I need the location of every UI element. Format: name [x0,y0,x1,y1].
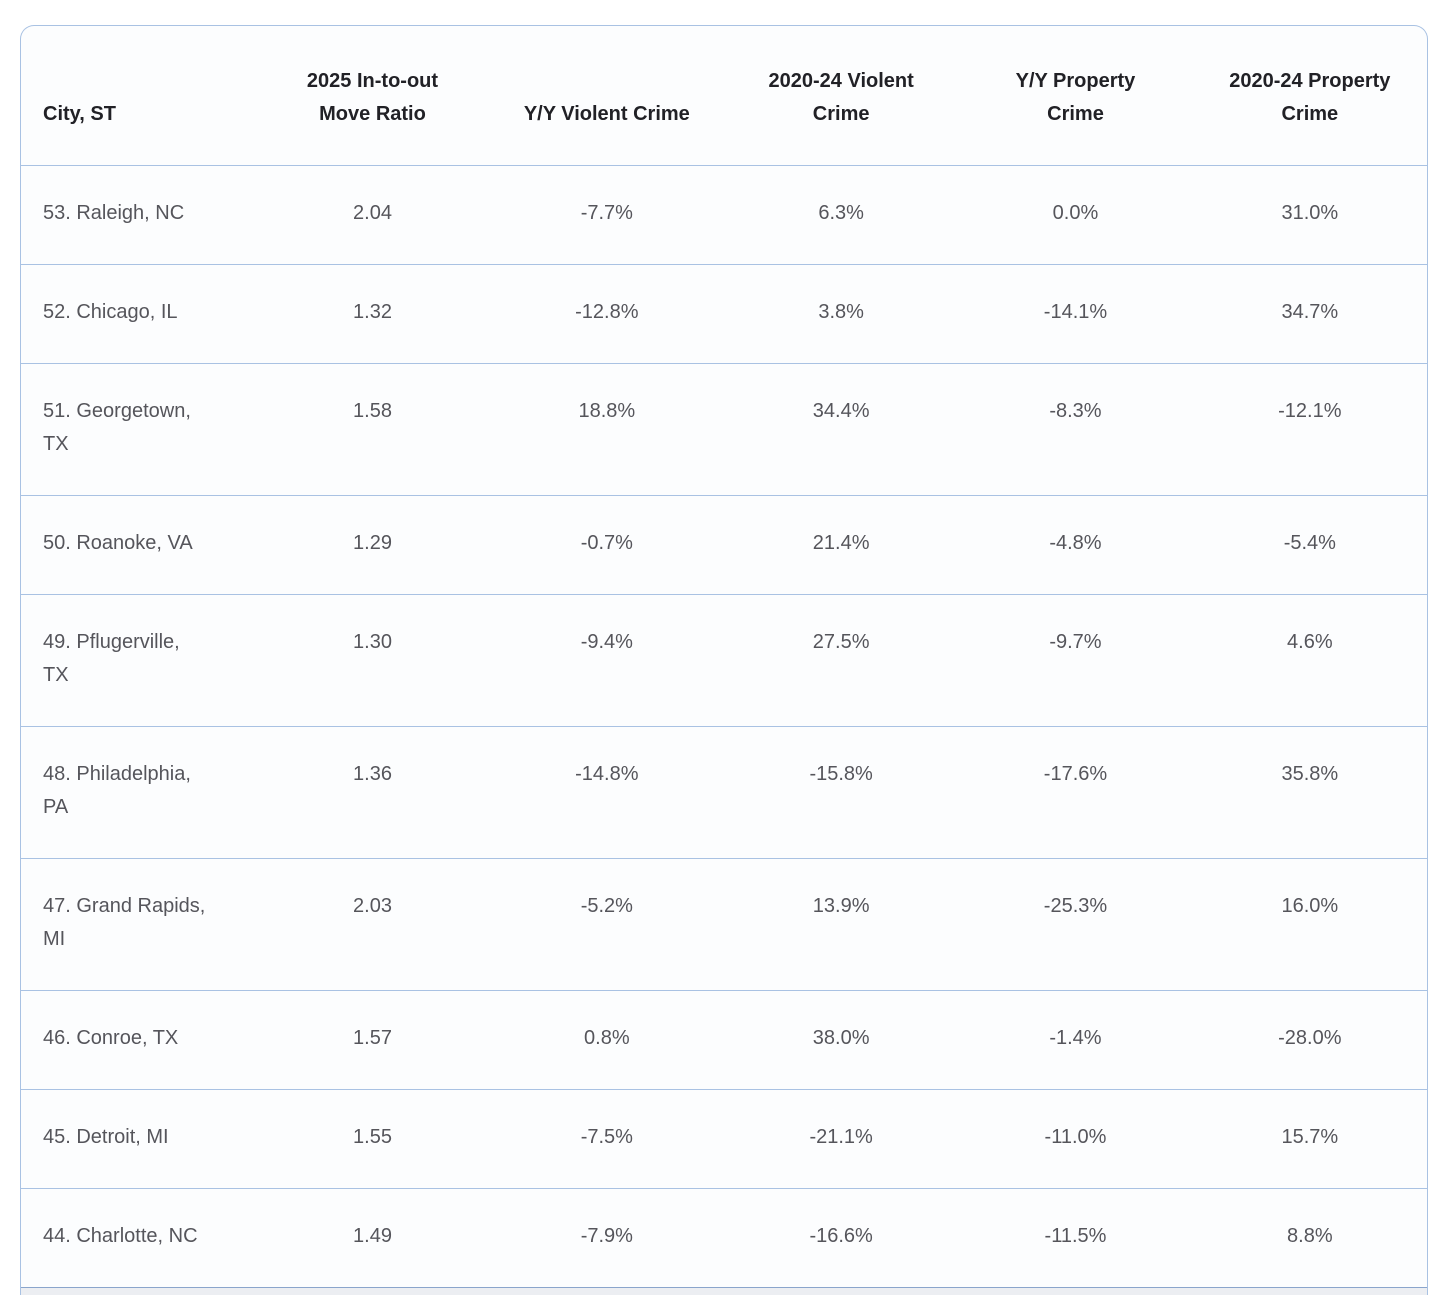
yy-violent-crime-cell: -7.9% [489,1187,724,1287]
violent-crime-2020-24-cell: -15.8% [723,725,959,858]
table-body: 53. Raleigh, NC 2.04 -7.7% 6.3% 0.0% 31.0% 52.… [21,164,1427,1287]
move-ratio-cell: 1.57 [255,989,490,1089]
yy-violent-crime-cell: -7.5% [489,1088,724,1188]
col-header-yy-violent-crime: Y/Y Violent Crime [523,102,690,125]
move-ratio-cell: 1.58 [255,362,490,495]
table-header: City, ST 2025 In-to-out Move Ratio Y/Y V… [21,26,1427,165]
yy-violent-crime-cell: -0.7% [489,494,724,594]
property-crime-2020-24-cell: 34.7% [1192,263,1427,363]
table-row: 53. Raleigh, NC 2.04 -7.7% 6.3% 0.0% 31.0% [21,164,1427,264]
property-crime-2020-24-cell: 31.0% [1192,164,1427,264]
table-row: 50. Roanoke, VA 1.29 -0.7% 21.4% -4.8% -5.4% [21,494,1427,594]
yy-violent-crime-cell: -9.4% [489,593,724,726]
city-cell: 47. Grand Rapids, MI [21,857,256,990]
yy-violent-crime-cell: 18.8% [489,362,724,495]
move-ratio-cell: 1.32 [255,263,490,363]
property-crime-2020-24-cell: -5.4% [1192,494,1427,594]
table-row: 52. Chicago, IL 1.32 -12.8% 3.8% -14.1% 34.7% [21,263,1427,363]
table-row: 49. Pflugerville, TX 1.30 -9.4% 27.5% -9.7% 4… [21,593,1427,726]
property-crime-2020-24-cell: -12.1% [1192,362,1427,495]
property-crime-2020-24-cell: 4.6% [1192,593,1427,726]
yy-property-crime-cell: -25.3% [958,857,1193,990]
yy-violent-crime-cell: -7.7% [489,164,724,264]
table-row: 47. Grand Rapids, MI 2.03 -5.2% 13.9% -25.3%… [21,857,1427,990]
yy-property-crime-cell: -14.1% [958,263,1193,363]
col-header-property-crime-2020-24: 2020-24 Property Crime [1229,69,1391,125]
property-crime-2020-24-cell: 8.8% [1192,1187,1427,1287]
move-ratio-cell: 1.29 [255,494,490,594]
yy-property-crime-cell: -17.6% [958,725,1193,858]
move-ratio-cell: 1.36 [255,725,490,858]
col-header-move-ratio: 2025 In-to-out Move Ratio [306,69,439,125]
yy-property-crime-cell: -11.0% [958,1088,1193,1188]
table-row: 44. Charlotte, NC 1.49 -7.9% -16.6% -11.5% 8.… [21,1187,1427,1287]
violent-crime-2020-24-cell: 27.5% [723,593,959,726]
city-cell: 44. Charlotte, NC [21,1187,256,1287]
table-row: 46. Conroe, TX 1.57 0.8% 38.0% -1.4% -28.0% [21,989,1427,1089]
property-crime-2020-24-cell: 15.7% [1192,1088,1427,1188]
city-cell: 45. Detroit, MI [21,1088,256,1188]
violent-crime-2020-24-cell: 34.4% [723,362,959,495]
city-cell: 46. Conroe, TX [21,989,256,1089]
col-header-city: City, ST [43,102,116,125]
yy-violent-crime-cell: -5.2% [489,857,724,990]
city-cell: 52. Chicago, IL [21,263,256,363]
city-cell: 49. Pflugerville, TX [21,593,256,726]
table-row: 51. Georgetown, TX 1.58 18.8% 34.4% -8.3% -12… [21,362,1427,495]
yy-property-crime-cell: 0.0% [958,164,1193,264]
yy-property-crime-cell: -4.8% [958,494,1193,594]
violent-crime-2020-24-cell: 13.9% [723,857,959,990]
table-row: 45. Detroit, MI 1.55 -7.5% -21.1% -11.0% 15.7… [21,1088,1427,1188]
violent-crime-2020-24-cell: 6.3% [723,164,959,264]
col-header-yy-property-crime: Y/Y Property Crime [1015,69,1136,125]
yy-property-crime-cell: -9.7% [958,593,1193,726]
violent-crime-2020-24-cell: 38.0% [723,989,959,1089]
table-row: 48. Philadelphia, PA 1.36 -14.8% -15.8% -17.… [21,725,1427,858]
yy-violent-crime-cell: -14.8% [489,725,724,858]
move-ratio-cell: 1.49 [255,1187,490,1287]
city-cell: 50. Roanoke, VA [21,494,256,594]
header-row: City, ST 2025 In-to-out Move Ratio Y/Y V… [21,26,1427,165]
yy-property-crime-cell: -1.4% [958,989,1193,1089]
crime-table-card: City, ST 2025 In-to-out Move Ratio Y/Y V… [20,25,1428,1295]
property-crime-2020-24-cell: 16.0% [1192,857,1427,990]
yy-property-crime-cell: -11.5% [958,1187,1193,1287]
move-ratio-cell: 1.30 [255,593,490,726]
yy-violent-crime-cell: 0.8% [489,989,724,1089]
move-ratio-cell: 2.04 [255,164,490,264]
city-cell: 53. Raleigh, NC [21,164,256,264]
city-cell: 48. Philadelphia, PA [21,725,256,858]
next-row-partial [21,1286,1427,1295]
crime-table: City, ST 2025 In-to-out Move Ratio Y/Y V… [21,26,1427,1287]
violent-crime-2020-24-cell: 3.8% [723,263,959,363]
violent-crime-2020-24-cell: -21.1% [723,1088,959,1188]
property-crime-2020-24-cell: 35.8% [1192,725,1427,858]
yy-violent-crime-cell: -12.8% [489,263,724,363]
property-crime-2020-24-cell: -28.0% [1192,989,1427,1089]
move-ratio-cell: 2.03 [255,857,490,990]
col-header-violent-crime-2020-24: 2020-24 Violent Crime [768,69,914,125]
yy-property-crime-cell: -8.3% [958,362,1193,495]
violent-crime-2020-24-cell: 21.4% [723,494,959,594]
move-ratio-cell: 1.55 [255,1088,490,1188]
city-cell: 51. Georgetown, TX [21,362,256,495]
violent-crime-2020-24-cell: -16.6% [723,1187,959,1287]
